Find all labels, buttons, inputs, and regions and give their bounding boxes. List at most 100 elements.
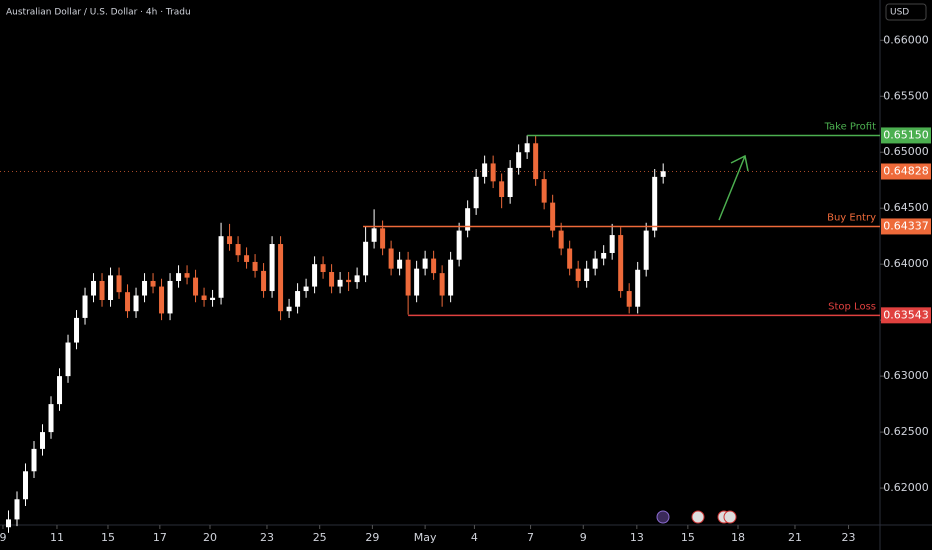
arrow-head: [730, 154, 749, 172]
candle-body: [269, 244, 275, 292]
candle-body: [422, 258, 428, 269]
candle-body: [150, 280, 156, 287]
y-tick-label: 0.65500: [883, 89, 929, 102]
event-icon[interactable]: [656, 510, 670, 524]
chart-title: Australian Dollar / U.S. Dollar · 4h · T…: [6, 8, 191, 18]
currency-box[interactable]: [885, 3, 927, 21]
level-tag-label: 0.63543: [883, 308, 929, 321]
candle-body: [584, 268, 590, 281]
y-tick-label: 0.63000: [883, 369, 929, 382]
candle-body: [244, 255, 250, 262]
candle-body: [533, 143, 539, 180]
candle-body: [278, 244, 284, 312]
level-name: Stop Loss: [828, 301, 876, 312]
candle-body: [397, 259, 403, 269]
x-tick-label: 29: [365, 531, 379, 544]
x-tick-label: 23: [842, 531, 856, 544]
candle-body: [388, 248, 394, 269]
x-tick-label: 23: [260, 531, 274, 544]
candle-body: [499, 181, 505, 198]
candle-body: [431, 258, 437, 274]
candle-body: [133, 295, 139, 312]
candle-body: [116, 275, 122, 293]
last-price-label: 0.64828: [883, 164, 929, 177]
x-tick-label: 15: [681, 531, 695, 544]
level-name: Buy Entry: [827, 212, 876, 223]
candle-body: [524, 143, 530, 153]
x-tick-label: 18: [731, 531, 745, 544]
level-tag-label: 0.65150: [883, 128, 929, 141]
candle-body: [337, 279, 343, 287]
y-tick-label: 0.65000: [883, 145, 929, 158]
x-tick-label: 9: [0, 531, 6, 544]
candle-body: [65, 342, 71, 377]
candle-body: [74, 317, 80, 343]
candle-body: [193, 277, 199, 296]
event-icons: [656, 510, 737, 524]
candle-body: [99, 280, 105, 300]
candle-body: [210, 297, 216, 300]
candle-body: [541, 179, 547, 203]
candle-body: [40, 432, 46, 449]
candle-body: [286, 306, 292, 312]
candle-body: [592, 258, 598, 269]
candle-body: [609, 235, 615, 253]
candle-body: [660, 171, 666, 177]
candle-body: [6, 519, 12, 528]
candle-body: [142, 280, 148, 296]
candle-body: [363, 241, 369, 276]
candle-body: [558, 230, 564, 249]
candle-body: [167, 280, 173, 314]
candle-body: [48, 404, 54, 433]
currency[interactable]: USD: [890, 8, 909, 18]
candle-body: [439, 273, 445, 296]
candle-body: [57, 376, 63, 405]
candle-body: [575, 268, 581, 281]
candle-body: [482, 163, 488, 177]
candle-body: [601, 252, 607, 259]
arrow-shaft: [718, 155, 746, 221]
candle-body: [312, 264, 318, 287]
x-tick-label: 20: [203, 531, 217, 544]
event-icon[interactable]: [691, 510, 705, 524]
x-tick-label: 13: [630, 531, 644, 544]
level-tag: [881, 127, 931, 144]
candle-body: [159, 286, 165, 314]
candle-body: [507, 167, 513, 198]
candle-body: [329, 272, 335, 287]
y-tick-label: 0.62000: [883, 481, 929, 494]
candle-body: [184, 273, 190, 278]
y-tick-label: 0.62500: [883, 425, 929, 438]
level-tag-label: 0.64337: [883, 219, 929, 232]
y-tick-label: 0.64500: [883, 201, 929, 214]
level-tag: [881, 307, 931, 324]
candle-body: [176, 273, 182, 281]
candle-body: [618, 235, 624, 292]
candle-body: [456, 230, 462, 260]
candle-body: [354, 275, 360, 283]
candle-body: [295, 291, 301, 307]
y-tick-label: 0.64000: [883, 257, 929, 270]
x-tick-label: 4: [471, 531, 478, 544]
arrow: [718, 154, 749, 221]
candle-body: [320, 264, 326, 273]
candle-body: [218, 236, 224, 298]
candle-body: [643, 230, 649, 270]
candle-body: [635, 269, 641, 307]
event-icon[interactable]: [723, 510, 737, 524]
candle-body: [516, 152, 522, 168]
candle-body: [261, 270, 267, 292]
candle-body: [414, 268, 420, 296]
plot: 0.66000 0.65500 0.65000 0.64500 0.64000 0.635…: [0, 33, 931, 544]
candle-body: [448, 259, 454, 296]
candle-body: [201, 295, 207, 300]
candle-body: [252, 261, 258, 271]
candle-body: [380, 228, 386, 249]
x-tick-label: May: [414, 531, 437, 544]
candle-body: [235, 244, 241, 256]
candle-body: [371, 228, 377, 242]
candle-body: [31, 448, 37, 472]
